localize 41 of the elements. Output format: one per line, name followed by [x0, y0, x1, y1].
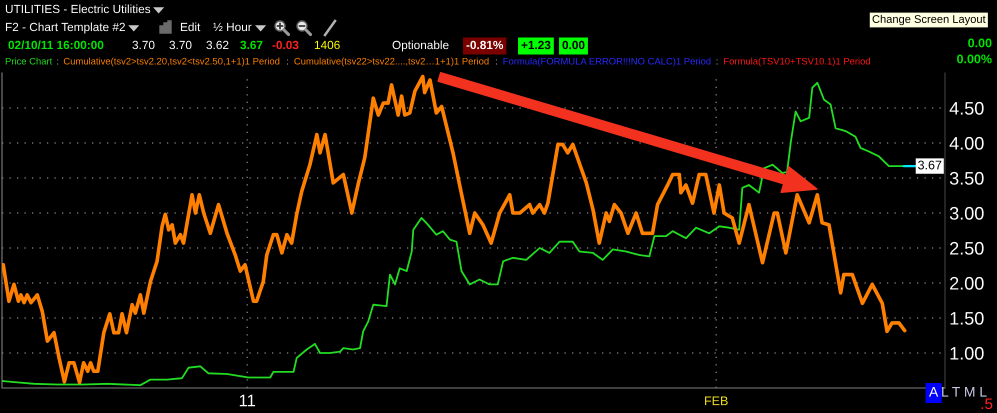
text: Optionable — [392, 40, 449, 52]
text: 0.00 — [562, 40, 584, 50]
text: 3.62 — [206, 40, 228, 50]
chart-title: UTILITIES - Electric Utilities — [6, 4, 150, 14]
chart-subtitle: F2 - Chart Template #2 — [6, 22, 125, 34]
text: 0.00% — [957, 54, 992, 64]
text: -0.81% — [466, 40, 504, 50]
y-tick-label: 4.50 — [950, 102, 984, 115]
text: : — [287, 59, 288, 64]
annotation: 3.67 — [918, 160, 942, 170]
y-tick-label: 4.00 — [950, 136, 984, 150]
text: 02/10/11 16:00:00 — [8, 40, 104, 50]
text: Formula(FORMULA ERROR!!!NO CALC)1 Period — [504, 58, 710, 66]
text: 3.67 — [240, 40, 262, 50]
text: Price Chart — [6, 58, 52, 65]
text: -0.03 — [272, 40, 298, 50]
x-tick-label: FEB — [705, 396, 728, 406]
text: Cumulative(tsv2>tsv2.20,tsv2<tsv2.50,1+1)1 Period — [64, 58, 280, 66]
y-tick-label: 2.00 — [950, 276, 984, 290]
x-tick-label: 11 — [240, 394, 256, 406]
text: : — [57, 59, 58, 64]
text: ½ Hour — [213, 22, 252, 32]
y-tick-label: 1.50 — [950, 312, 984, 325]
text: : — [496, 59, 497, 64]
text: Change Screen Layout — [872, 14, 986, 26]
text: .5 — [982, 398, 992, 410]
text: Cumulative(tsv22>tsv22....,tsv2…1+1)1 Period — [294, 58, 489, 66]
text: +1.23 — [521, 40, 550, 50]
text: Edit — [180, 22, 200, 32]
text: 1406 — [314, 40, 340, 50]
text: 0.00 — [968, 38, 992, 48]
y-tick-label: 2.50 — [950, 242, 984, 255]
y-tick-label: 3.00 — [950, 206, 984, 220]
text: 3.70 — [132, 40, 155, 50]
text: : — [716, 59, 718, 64]
text: Formula(TSV10+TSV10.1)1 Period — [724, 58, 870, 66]
text: 3.70 — [169, 40, 192, 50]
annotation: L T M L — [942, 387, 987, 397]
y-tick-label: 1.00 — [950, 346, 984, 360]
annotation: A — [929, 387, 938, 397]
y-tick-label: 3.50 — [950, 172, 984, 185]
